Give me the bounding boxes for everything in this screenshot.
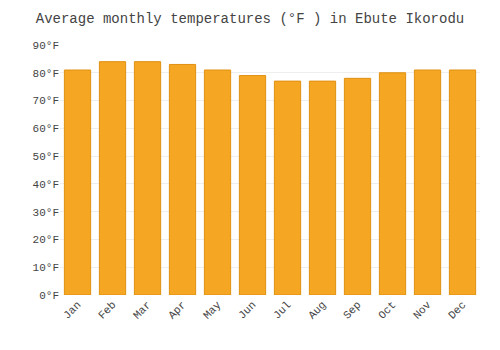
svg-text:60°F: 60°F	[33, 123, 59, 135]
svg-text:Jun: Jun	[236, 299, 258, 321]
svg-text:0°F: 0°F	[39, 290, 59, 302]
svg-text:Nov: Nov	[411, 299, 434, 322]
svg-text:Sep: Sep	[341, 299, 363, 321]
svg-text:Dec: Dec	[446, 299, 468, 321]
svg-text:70°F: 70°F	[33, 95, 59, 107]
svg-text:Mar: Mar	[131, 299, 153, 321]
svg-text:20°F: 20°F	[33, 234, 59, 246]
svg-text:Average monthly temperatures (: Average monthly temperatures (°F ) in Eb…	[36, 11, 464, 27]
svg-text:50°F: 50°F	[33, 151, 59, 163]
svg-text:80°F: 80°F	[33, 68, 59, 80]
svg-text:Jul: Jul	[271, 299, 293, 321]
svg-text:Feb: Feb	[96, 299, 118, 321]
svg-text:10°F: 10°F	[33, 262, 59, 274]
svg-text:May: May	[201, 299, 224, 322]
svg-text:Apr: Apr	[166, 299, 188, 321]
svg-text:Jan: Jan	[61, 299, 83, 321]
svg-text:40°F: 40°F	[33, 179, 59, 191]
svg-text:90°F: 90°F	[33, 40, 59, 52]
svg-text:Aug: Aug	[306, 299, 328, 321]
svg-text:30°F: 30°F	[33, 207, 59, 219]
svg-text:Oct: Oct	[376, 299, 398, 321]
